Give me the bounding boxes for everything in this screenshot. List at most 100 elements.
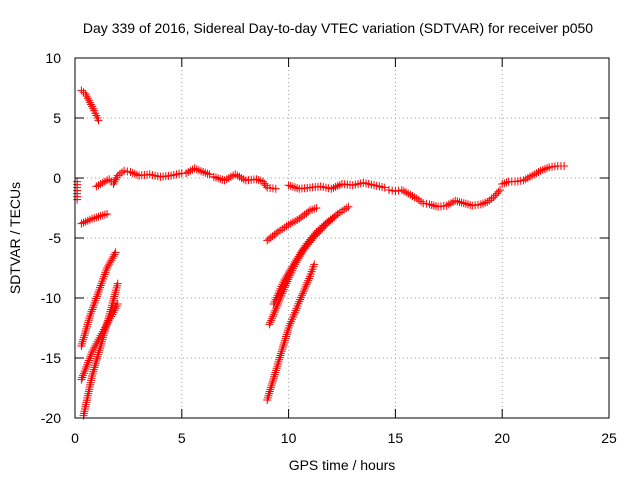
data-point [88,102,97,111]
data-point [284,220,293,229]
data-point [271,306,280,315]
data-point [270,308,279,317]
data-point [532,169,541,178]
data-point [106,258,115,267]
data-point [391,187,400,196]
data-point [525,172,534,181]
data-point [106,307,115,316]
data-point [192,165,201,174]
data-point [94,181,103,190]
data-point [98,211,107,220]
data-point [283,326,292,335]
y-tick-label: -20 [41,410,61,426]
data-point [291,217,300,226]
data-point [226,172,235,181]
data-point [115,170,124,178]
data-point [128,168,137,177]
data-point [265,320,274,329]
data-point [113,281,122,290]
data-point [109,296,118,305]
data-point [239,175,248,184]
data-point [197,167,206,176]
data-point [85,98,94,107]
data-point [319,221,328,230]
y-tick-label: 5 [53,110,61,126]
data-point [132,170,141,179]
data-point [77,375,86,384]
data-point [109,252,118,261]
data-point [103,316,112,325]
data-point [113,171,122,180]
data-point [272,366,281,375]
data-point [79,218,88,227]
data-point [83,320,92,329]
data-point [89,365,98,374]
x-tick-labels: 0 5 10 15 20 25 [71,430,617,446]
data-point [284,181,293,190]
data-point [494,187,503,196]
data-point [88,369,97,378]
data-point [280,338,289,347]
data-point [93,114,102,122]
data-point [87,350,96,359]
data-point [303,183,312,192]
data-point [92,213,101,222]
data-point [81,329,90,338]
data-point [261,181,270,190]
y-tick-label: 10 [45,50,61,66]
data-point [263,393,272,402]
data-point [81,90,90,98]
data-point [457,198,466,207]
data-point [93,290,102,299]
data-point [209,172,218,181]
data-point [82,322,91,331]
data-point [498,180,507,188]
x-tick-label: 20 [494,430,510,446]
data-point [304,276,313,285]
data-point [270,230,279,239]
data-point [280,223,289,232]
data-point [399,187,408,196]
data-point [86,352,95,361]
data-point [266,318,275,327]
data-point [222,175,231,184]
data-point [540,165,549,173]
chart-title: Day 339 of 2016, Sidereal Day-to-day VTE… [83,20,593,36]
data-point [309,262,318,271]
data-point [273,362,282,371]
data-point [308,205,317,214]
data-point [111,175,120,184]
data-point [344,202,353,211]
data-point [113,300,122,308]
data-point [85,314,94,323]
data-point [543,164,552,173]
data-point [330,212,339,221]
data-point [164,171,173,180]
data-point [110,292,119,301]
x-tick-label: 10 [281,430,297,446]
data-point [298,289,307,298]
data-point [461,199,470,208]
data-point [82,92,91,101]
data-point [85,215,94,224]
y-tick-label: -10 [41,290,61,306]
data-point [100,327,109,335]
y-tick-label: -15 [41,350,61,366]
data-point [528,171,537,180]
data-point [266,385,275,394]
data-point [412,194,421,203]
data-point [224,174,233,182]
data-point [73,192,82,201]
data-point [79,333,88,342]
data-point [425,200,434,209]
data-point [278,343,287,352]
data-point [96,344,105,353]
data-point [478,199,487,208]
data-point [286,181,295,190]
data-point [81,364,90,373]
data-point [271,368,280,377]
data-point [329,183,338,192]
data-point [92,182,101,191]
data-point [99,333,108,342]
data-point [83,94,92,103]
